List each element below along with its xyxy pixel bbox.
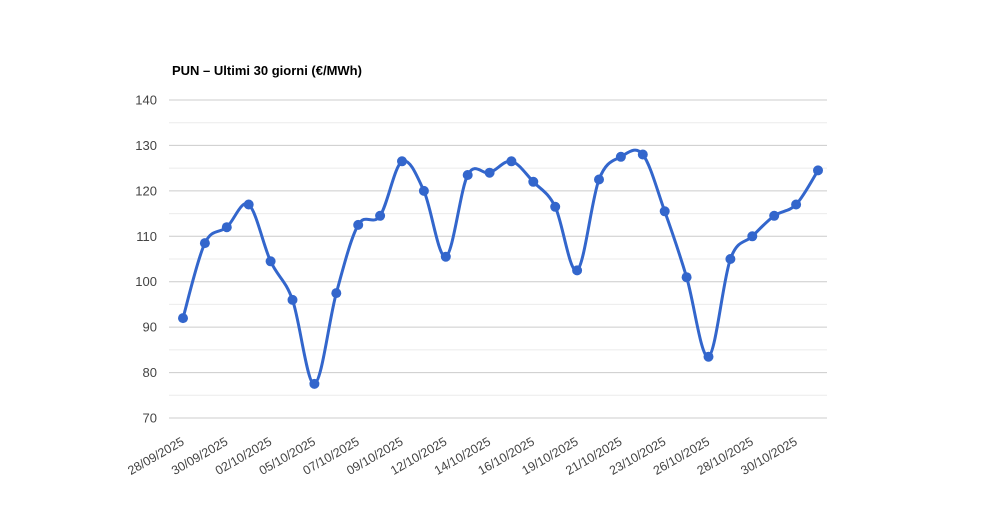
data-point[interactable] bbox=[615, 151, 626, 162]
y-tick-label: 130 bbox=[135, 138, 157, 153]
data-point[interactable] bbox=[747, 231, 758, 242]
data-point[interactable] bbox=[813, 165, 823, 176]
y-tick-label: 70 bbox=[143, 411, 157, 426]
data-point[interactable] bbox=[199, 238, 210, 249]
data-point[interactable] bbox=[243, 199, 254, 210]
data-point[interactable] bbox=[637, 149, 648, 160]
data-point[interactable] bbox=[418, 185, 429, 196]
data-point[interactable] bbox=[397, 156, 407, 167]
y-tick-label: 110 bbox=[136, 229, 157, 244]
data-point[interactable] bbox=[659, 206, 670, 217]
data-point[interactable] bbox=[791, 199, 802, 210]
data-point[interactable] bbox=[287, 294, 298, 305]
data-point[interactable] bbox=[265, 256, 276, 267]
data-point[interactable] bbox=[572, 265, 583, 276]
data-point[interactable] bbox=[681, 272, 692, 283]
data-point[interactable] bbox=[331, 288, 342, 299]
y-tick-label: 90 bbox=[143, 320, 157, 335]
data-point[interactable] bbox=[550, 201, 561, 212]
data-point[interactable] bbox=[769, 210, 780, 221]
data-point[interactable] bbox=[440, 251, 451, 262]
data-point[interactable] bbox=[178, 313, 188, 324]
y-tick-label: 80 bbox=[143, 365, 157, 380]
data-point[interactable] bbox=[375, 210, 386, 221]
data-point[interactable] bbox=[353, 219, 364, 230]
y-tick-label: 140 bbox=[135, 93, 157, 108]
data-point[interactable] bbox=[221, 222, 232, 233]
chart-title: PUN – Ultimi 30 giorni (€/MWh) bbox=[172, 63, 362, 78]
data-point[interactable] bbox=[725, 254, 736, 264]
data-point[interactable] bbox=[506, 156, 517, 167]
data-point[interactable] bbox=[528, 176, 539, 187]
data-point[interactable] bbox=[462, 170, 473, 180]
y-tick-label: 100 bbox=[135, 274, 157, 289]
y-tick-label: 120 bbox=[135, 183, 157, 198]
series-line bbox=[181, 148, 820, 386]
data-point[interactable] bbox=[594, 174, 604, 185]
data-point[interactable] bbox=[484, 167, 495, 178]
data-point[interactable] bbox=[703, 351, 714, 362]
data-point[interactable] bbox=[309, 378, 320, 389]
